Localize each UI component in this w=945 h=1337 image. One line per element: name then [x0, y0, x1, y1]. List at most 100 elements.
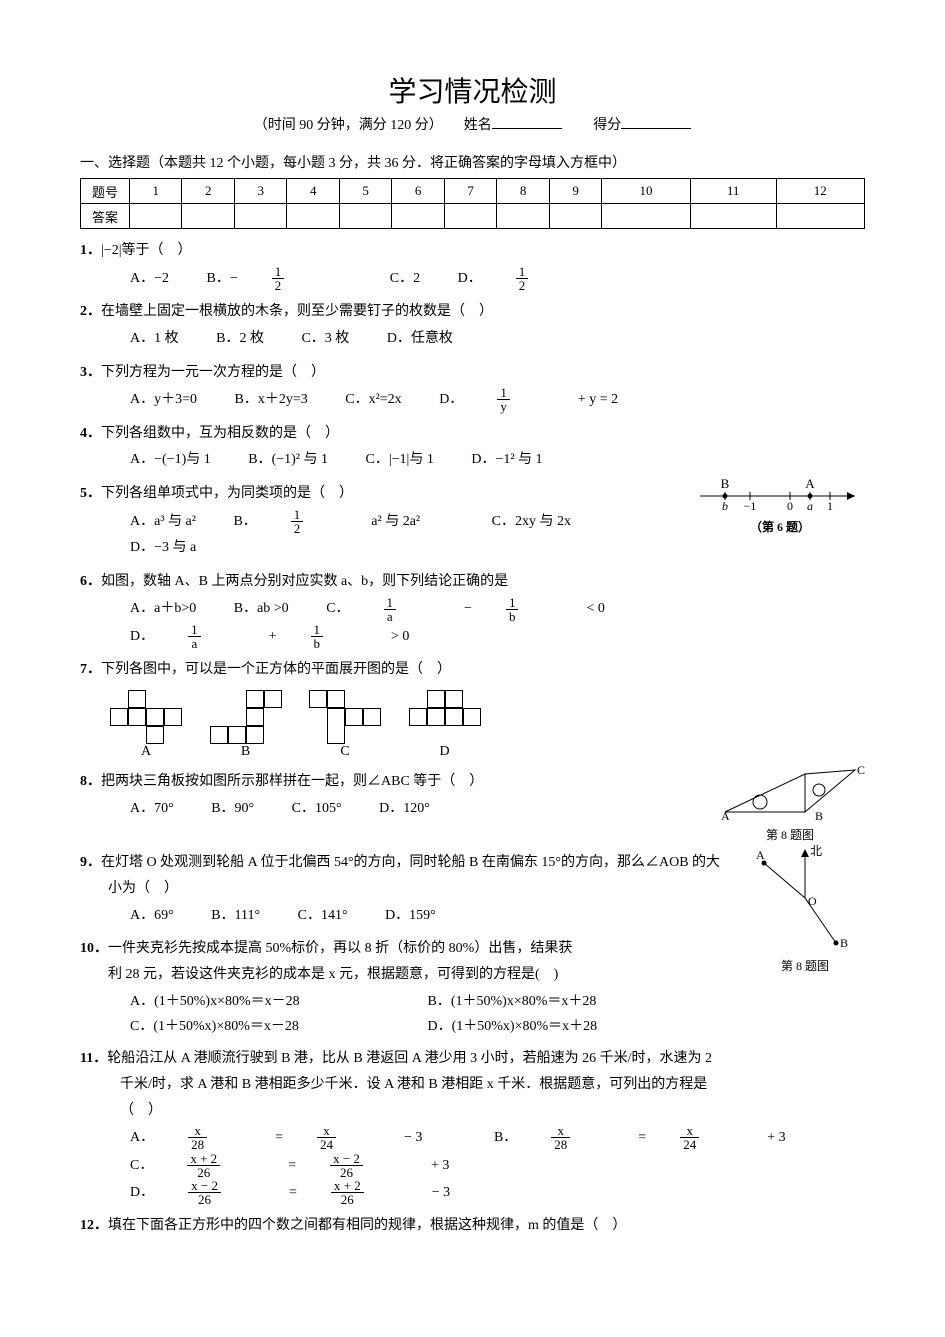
score-blank[interactable]	[621, 114, 691, 129]
question-3: 3．下列方程为一元一次方程的是（ ）	[80, 361, 865, 385]
tbl-num: 1	[130, 179, 182, 204]
question-2: 2．在墙壁上固定一根横放的木条，则至少需要钉子的枚数是（ ）	[80, 300, 865, 324]
q2-options: A．1 枚 B．2 枚 C．3 枚 D．任意枚	[80, 326, 865, 353]
answer-cell[interactable]	[339, 204, 391, 229]
opt-b: B．x28 = x24 + 3	[494, 1124, 820, 1151]
q-stem: 在墙壁上固定一根横放的木条，则至少需要钉子的枚数是（ ）	[101, 304, 493, 319]
opt-d: D．x − 226 = x + 226 − 3	[130, 1179, 484, 1206]
answer-cell[interactable]	[130, 204, 182, 229]
tbl-num: 7	[444, 179, 496, 204]
opt-b: B．(−1)² 与 1	[248, 447, 328, 474]
question-4: 4．下列各组数中，互为相反数的是（ ）	[80, 422, 865, 446]
opt-c: C．(1＋50%x)×80%＝x－28	[130, 1014, 390, 1039]
q-stem: 把两块三角板按如图所示那样拼在一起，则∠ABC 等于（ ）	[101, 774, 483, 789]
q-num: 1．	[80, 243, 101, 258]
opt-c: C．105°	[292, 796, 342, 823]
answer-cell[interactable]	[549, 204, 601, 229]
q3-options: A．y＋3=0 B．x＋2y=3 C．x²=2x D．1y + y = 2	[80, 386, 865, 413]
answer-cell[interactable]	[497, 204, 549, 229]
subtitle-mid: 得分	[565, 118, 621, 133]
q10-stem-b: 利 28 元，若设这件夹克衫的成本是 x 元，根据题意，可得到的方程是( )	[80, 963, 745, 987]
q11-stem-b: 千米/时，求 A 港和 B 港相距多少千米．设 A 港和 B 港相距 x 千米．…	[80, 1073, 865, 1097]
opt-b: B．−12	[207, 265, 353, 292]
question-9: 9．在灯塔 O 处观测到轮船 A 位于北偏西 54°的方向，同时轮船 B 在南偏…	[80, 851, 745, 875]
answer-cell[interactable]	[392, 204, 444, 229]
opt-b: B．12a² 与 2a²	[233, 508, 454, 535]
tbl-num: 2	[182, 179, 234, 204]
opt-a: A．y＋3=0	[130, 387, 197, 414]
q-num: 6．	[80, 574, 101, 589]
q-num: 4．	[80, 426, 101, 441]
q7-nets: A B C D	[80, 684, 865, 762]
q-stem: 轮船沿江从 A 港顺流行驶到 B 港，比从 B 港返回 A 港少用 3 小时，若…	[107, 1051, 712, 1066]
question-5: 5．下列各组单项式中，为同类项的是（ ）	[80, 482, 695, 506]
subtitle-prefix: （时间 90 分钟，满分 120 分） 姓名	[254, 118, 492, 133]
q-stem: 下列各图中，可以是一个正方体的平面展开图的是（ ）	[101, 662, 451, 677]
answer-cell[interactable]	[690, 204, 776, 229]
opt-c: C．2	[390, 266, 420, 293]
q1-options: A．−2 B．−12 C．2 D．12	[80, 265, 865, 292]
tbl-num: 5	[339, 179, 391, 204]
opt-b: B．90°	[211, 796, 254, 823]
tbl-num: 12	[776, 179, 864, 204]
q11-options: A．x28 = x24 − 3 B．x28 = x24 + 3 C．x + 22…	[80, 1124, 865, 1206]
q-stem: 下列方程为一元一次方程的是（ ）	[101, 365, 325, 380]
opt-d: D．(1＋50%x)×80%＝x＋28	[428, 1014, 598, 1039]
name-blank[interactable]	[492, 114, 562, 129]
net-b: B	[210, 690, 282, 760]
question-6: 6．如图，数轴 A、B 上两点分别对应实数 a、b，则下列结论正确的是	[80, 570, 695, 594]
svg-text:B: B	[815, 809, 823, 823]
bearing-icon: 北 A B O	[750, 843, 860, 953]
opt-c: C．141°	[298, 903, 348, 930]
answer-cell[interactable]	[776, 204, 864, 229]
net-label: C	[309, 744, 381, 760]
svg-text:A: A	[721, 809, 730, 823]
opt-d: D．−1² 与 1	[471, 447, 542, 474]
svg-text:B: B	[721, 476, 730, 491]
tbl-num: 11	[690, 179, 776, 204]
q-num: 11．	[80, 1051, 107, 1066]
q4-options: A．−(−1)与 1 B．(−1)² 与 1 C．|−1|与 1 D．−1² 与…	[80, 447, 865, 474]
q9-figure: 北 A B O 第 8 题图	[745, 843, 865, 974]
svg-text:0: 0	[787, 499, 793, 513]
opt-b: B．x＋2y=3	[235, 387, 308, 414]
opt-a: A．1 枚	[130, 326, 179, 353]
triangle-boards-icon: A B C	[715, 762, 865, 822]
answer-cell[interactable]	[602, 204, 690, 229]
tbl-num: 6	[392, 179, 444, 204]
q9-fig-caption: 第 8 题图	[745, 957, 865, 974]
answer-cell[interactable]	[234, 204, 286, 229]
answer-cell[interactable]	[182, 204, 234, 229]
q8-options: A．70° B．90° C．105° D．120°	[80, 796, 715, 823]
question-11: 11．轮船沿江从 A 港顺流行驶到 B 港，比从 B 港返回 A 港少用 3 小…	[80, 1047, 865, 1071]
opt-a: A．−(−1)与 1	[130, 447, 211, 474]
opt-c: C．x + 226 = x − 226 + 3	[130, 1152, 483, 1179]
q-stem: 如图，数轴 A、B 上两点分别对应实数 a、b，则下列结论正确的是	[101, 574, 508, 589]
tbl-num: 4	[287, 179, 339, 204]
opt-c: C．|−1|与 1	[366, 447, 434, 474]
page-title: 学习情况检测	[80, 70, 865, 110]
question-7: 7．下列各图中，可以是一个正方体的平面展开图的是（ ）	[80, 658, 865, 682]
opt-a: A．(1＋50%)x×80%＝x－28	[130, 989, 390, 1014]
net-label: D	[409, 744, 481, 760]
answer-cell[interactable]	[287, 204, 339, 229]
net-c: C	[309, 690, 381, 760]
q-stem: 填在下面各正方形中的四个数之间都有相同的规律，根据这种规律，m 的值是（ ）	[108, 1218, 626, 1233]
q9-stem-b: 小为（ ）	[80, 877, 745, 901]
q6-options: A．a＋b>0 B．ab >0 C．1a − 1b < 0 D．1a + 1b …	[80, 596, 695, 651]
opt-b: B．(1＋50%)x×80%＝x＋28	[428, 989, 597, 1014]
opt-c: C．1a − 1b < 0	[326, 596, 639, 623]
opt-d: D．1a + 1b > 0	[130, 623, 443, 650]
answer-cell[interactable]	[444, 204, 496, 229]
net-label: A	[110, 744, 182, 760]
svg-text:A: A	[756, 848, 765, 862]
opt-d: D．120°	[379, 796, 430, 823]
opt-c: C．x²=2x	[345, 387, 401, 414]
net-d: D	[409, 690, 481, 760]
opt-c: C．3 枚	[301, 326, 349, 353]
question-1: 1．|−2|等于（ ）	[80, 239, 865, 263]
svg-text:B: B	[840, 936, 848, 950]
q-num: 7．	[80, 662, 101, 677]
opt-d: D．159°	[385, 903, 436, 930]
question-12: 12．填在下面各正方形中的四个数之间都有相同的规律，根据这种规律，m 的值是（ …	[80, 1214, 865, 1238]
